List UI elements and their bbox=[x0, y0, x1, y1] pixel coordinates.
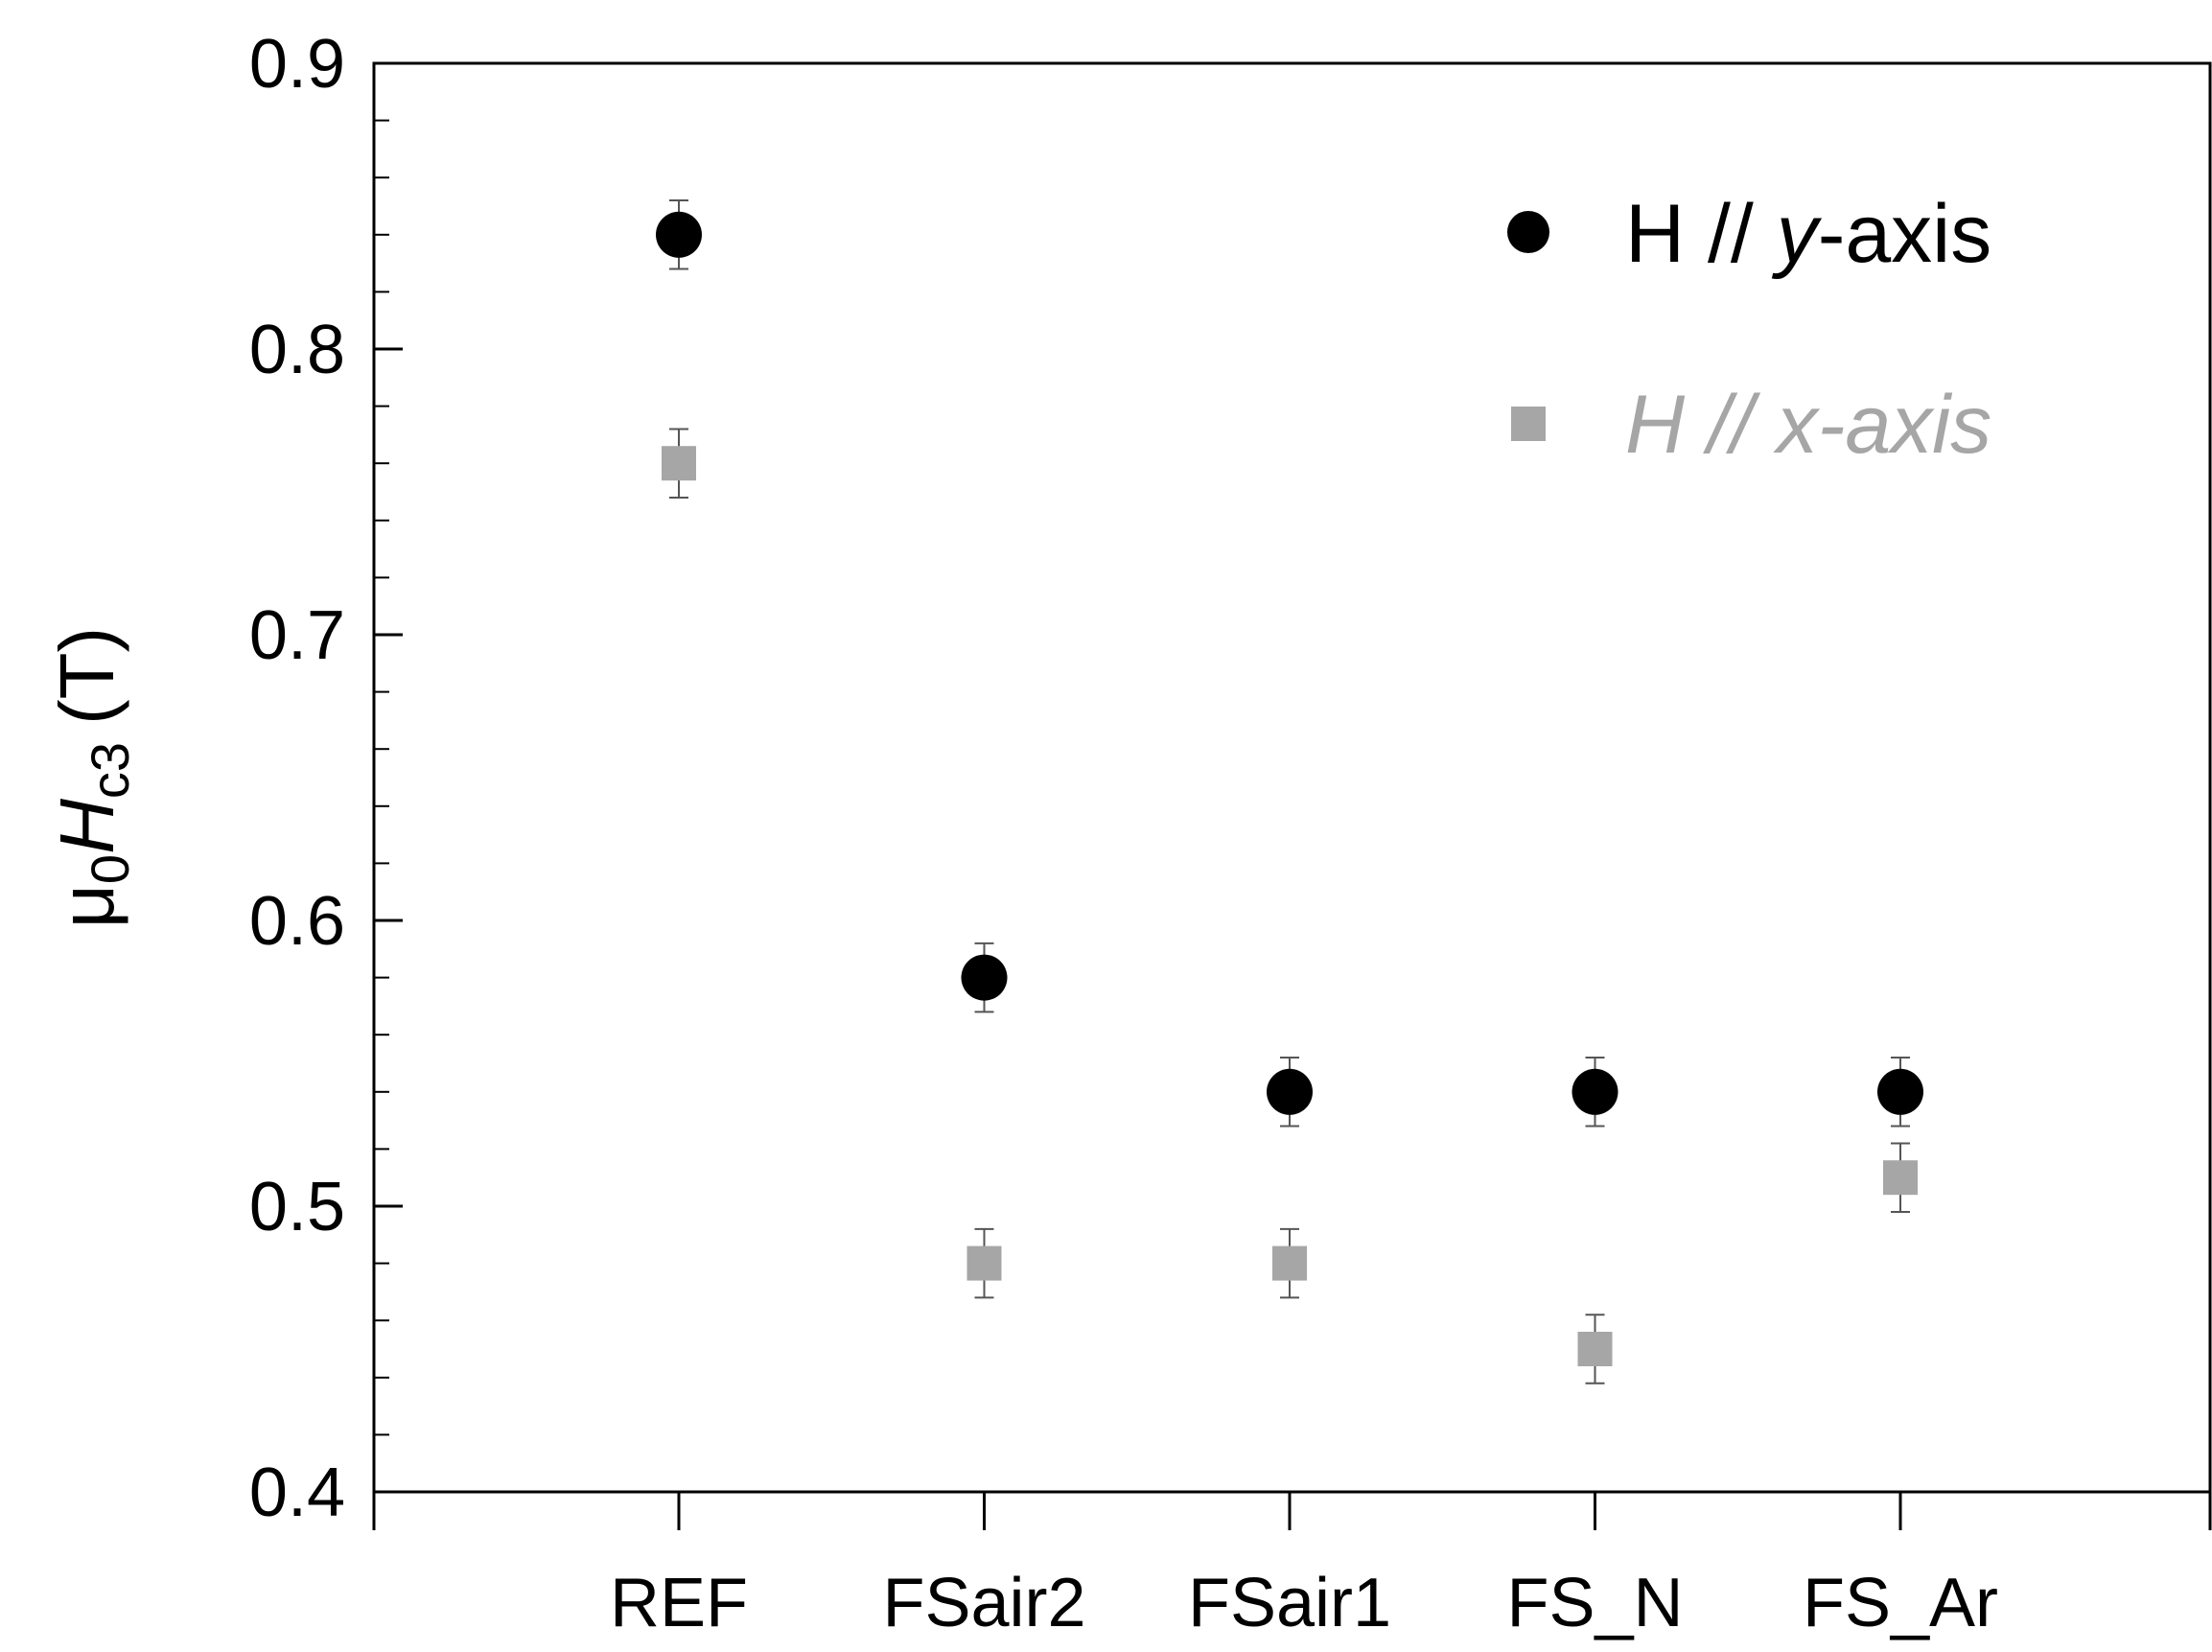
data-point bbox=[961, 954, 1008, 1001]
series-1 bbox=[656, 199, 1923, 1128]
legend-marker-series-1 bbox=[1507, 211, 1549, 253]
x-tick-label: FSair1 bbox=[1188, 1565, 1391, 1641]
y-tick-label: 0.5 bbox=[249, 1169, 345, 1245]
y-label-unit: (T) bbox=[44, 627, 129, 725]
legend-label-series-2: H // x-axis bbox=[1625, 379, 1991, 471]
series-2 bbox=[662, 428, 1918, 1384]
x-tick-label: FS_Ar bbox=[1803, 1565, 1998, 1641]
data-point bbox=[1877, 1068, 1923, 1115]
data-point bbox=[656, 211, 702, 258]
data-point bbox=[1572, 1068, 1618, 1115]
x-tick-label: FSair2 bbox=[882, 1565, 1085, 1641]
plot-frame bbox=[372, 61, 2212, 1494]
data-point bbox=[1267, 1068, 1313, 1115]
y-axis-ticks: 0.4 0.5 0.6 0.7 0.8 0.9 bbox=[249, 26, 403, 1531]
legend: H // y-axis H // x-axis bbox=[1507, 188, 1991, 471]
data-point bbox=[662, 446, 696, 481]
y-tick-label: 0.6 bbox=[249, 883, 345, 960]
y-label-H-sub: c3 bbox=[80, 742, 140, 799]
x-tick-label: REF bbox=[610, 1565, 748, 1641]
y-tick-label: 0.4 bbox=[249, 1454, 345, 1531]
y-label-mu-sub: 0 bbox=[80, 854, 140, 884]
legend-label-series-1: H // y-axis bbox=[1625, 188, 1991, 280]
series-layer bbox=[656, 199, 1923, 1384]
y-label-H: H bbox=[44, 799, 129, 854]
y-axis-label: μ0Hc3 (T) bbox=[44, 627, 140, 928]
legend-marker-series-2 bbox=[1511, 407, 1546, 441]
x-tick-label: FS_N bbox=[1506, 1565, 1683, 1641]
data-point bbox=[1577, 1332, 1613, 1366]
data-point bbox=[966, 1245, 1002, 1281]
y-label-mu: μ bbox=[44, 884, 129, 928]
x-axis-ticks: REF FSair2 FSair1 FS_N FS_Ar bbox=[372, 1492, 2212, 1641]
data-point bbox=[1883, 1160, 1918, 1196]
y-tick-label: 0.9 bbox=[249, 26, 345, 103]
y-tick-label: 0.7 bbox=[249, 597, 345, 674]
y-tick-label: 0.8 bbox=[249, 312, 345, 388]
data-point bbox=[1272, 1245, 1307, 1281]
